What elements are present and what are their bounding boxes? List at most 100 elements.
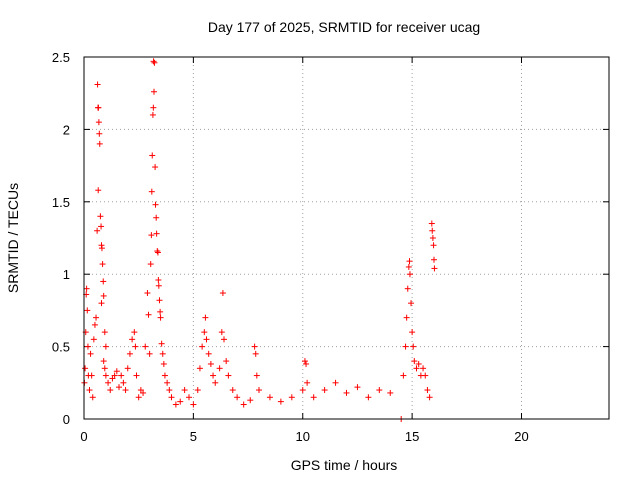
data-point — [124, 365, 131, 372]
data-point — [149, 111, 156, 118]
data-point — [82, 365, 89, 372]
data-point — [102, 372, 109, 379]
data-point — [93, 314, 100, 321]
data-point — [83, 285, 90, 292]
data-point — [105, 379, 112, 386]
data-point — [98, 245, 105, 252]
data-point — [132, 343, 139, 350]
data-point — [420, 365, 427, 372]
data-point — [277, 398, 284, 405]
data-point — [303, 360, 310, 367]
data-point — [221, 336, 227, 343]
data-point — [166, 387, 173, 394]
data-point — [415, 360, 422, 367]
data-point — [156, 297, 163, 304]
data-point — [158, 340, 165, 347]
data-point — [210, 372, 217, 379]
data-point — [229, 387, 236, 394]
data-point — [98, 300, 105, 307]
data-point — [88, 372, 95, 379]
data-point — [225, 372, 232, 379]
data-point — [321, 387, 328, 394]
data-point — [150, 104, 157, 111]
data-point — [87, 350, 94, 357]
data-point — [428, 220, 435, 227]
data-point — [164, 379, 171, 386]
data-point — [404, 285, 411, 292]
y-axis-label: SRMTID / TECUs — [5, 183, 21, 293]
data-point — [247, 397, 254, 404]
data-point — [151, 88, 157, 95]
data-point — [304, 379, 311, 386]
data-point — [402, 343, 409, 350]
data-point — [96, 140, 103, 147]
data-point — [160, 360, 167, 367]
data-point — [95, 187, 102, 194]
data-point — [413, 365, 420, 372]
data-point — [376, 387, 383, 394]
data-point — [365, 394, 372, 401]
data-point — [201, 329, 208, 336]
x-tick-label: 10 — [296, 429, 310, 444]
data-point — [299, 387, 306, 394]
data-point — [111, 372, 118, 379]
data-point — [129, 336, 136, 343]
data-point — [343, 389, 350, 396]
data-point — [151, 59, 158, 66]
data-point — [431, 256, 437, 263]
data-point — [177, 398, 184, 405]
data-point — [161, 372, 168, 379]
data-point — [107, 387, 114, 394]
data-point — [203, 336, 210, 343]
data-point — [223, 358, 230, 365]
data-point — [89, 394, 96, 401]
data-point — [133, 372, 140, 379]
data-point — [168, 394, 175, 401]
data-point — [120, 379, 127, 386]
data-point — [147, 261, 154, 268]
data-point — [86, 387, 93, 394]
x-tick-label: 20 — [514, 429, 528, 444]
data-point — [153, 214, 160, 221]
data-point — [207, 360, 214, 367]
data-point — [149, 152, 156, 159]
data-point — [98, 223, 105, 230]
data-point — [152, 164, 159, 171]
data-point — [216, 365, 223, 372]
data-point — [429, 227, 436, 234]
data-point — [422, 372, 429, 379]
data-point — [411, 358, 418, 365]
data-point — [102, 343, 109, 350]
data-point — [100, 358, 107, 365]
data-point — [118, 372, 125, 379]
x-tick-label: 5 — [190, 429, 197, 444]
x-tick-label: 0 — [80, 429, 87, 444]
data-point — [154, 248, 161, 255]
data-point — [354, 384, 361, 391]
data-point — [140, 389, 147, 396]
data-point — [155, 276, 162, 283]
data-point — [100, 278, 107, 285]
data-point — [100, 292, 107, 299]
grid — [84, 57, 609, 419]
data-point — [252, 350, 259, 357]
y-tick-label: 0.5 — [52, 340, 70, 355]
data-point — [122, 387, 129, 394]
data-point — [148, 232, 155, 239]
x-axis-label: GPS time / hours — [291, 457, 398, 473]
data-point — [94, 227, 101, 234]
data-point — [199, 343, 206, 350]
data-point — [406, 271, 413, 278]
x-tick-label: 15 — [405, 429, 419, 444]
data-point — [150, 58, 157, 65]
data-point — [266, 394, 273, 401]
data-point — [153, 230, 160, 237]
data-point — [101, 329, 108, 336]
data-point — [234, 394, 241, 401]
data-point — [256, 387, 262, 394]
data-point — [424, 387, 431, 394]
y-tick-label: 0 — [63, 412, 70, 427]
y-tick-label: 2 — [63, 122, 70, 137]
data-point — [97, 213, 104, 220]
